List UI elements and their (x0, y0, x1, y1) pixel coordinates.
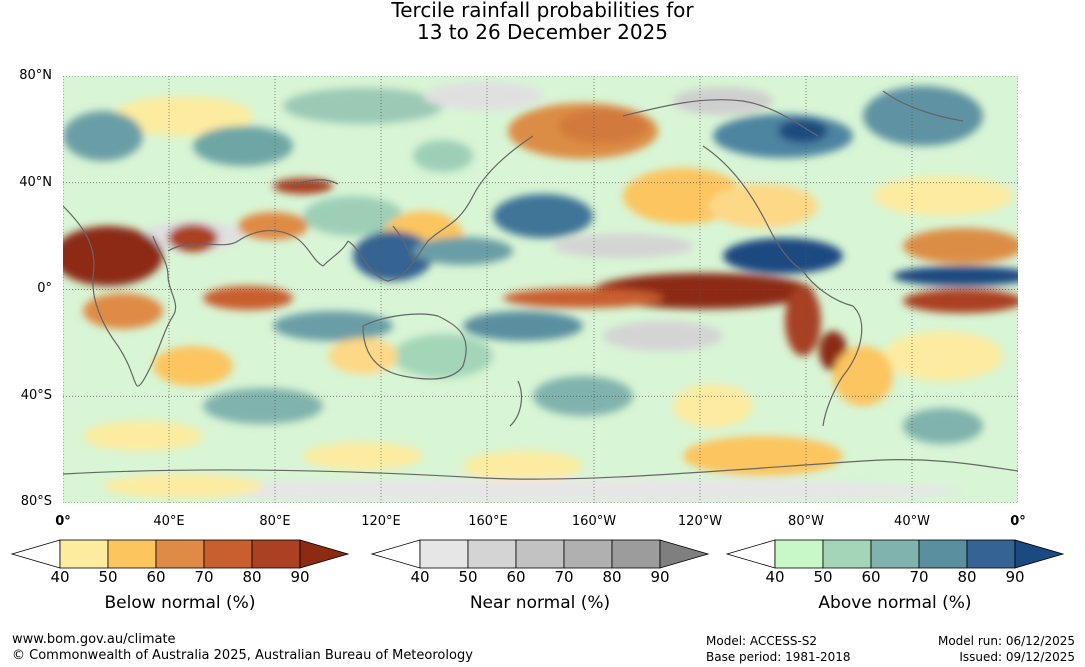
probability-field (63, 82, 1018, 503)
below-normal-colorbar (10, 539, 350, 569)
colorbar-tick-label: 40 (410, 568, 430, 586)
colorbar-segment (870, 539, 920, 569)
near-normal-label: Near normal (%) (469, 593, 611, 613)
lon-label-80e: 80°E (259, 514, 291, 529)
colorbar-segment (966, 539, 1016, 569)
colorbar-tick-label: 60 (146, 568, 166, 586)
colorbar-tick-label: 50 (813, 568, 833, 586)
colorbar-tick-label: 70 (909, 568, 929, 586)
lon-label-40e: 40°E (153, 514, 185, 529)
above-normal-label: Above normal (%) (818, 593, 972, 613)
below-normal-label: Below normal (%) (104, 593, 256, 613)
colorbar-tick-label: 80 (242, 568, 262, 586)
lat-label-80n: 80°N (19, 68, 52, 83)
colorbar-segment (563, 539, 613, 569)
lon-label-120w: 120°W (677, 514, 723, 529)
lat-label-40s: 40°S (20, 388, 52, 403)
colorbar-extend-high (299, 539, 350, 569)
colorbar-segment (251, 539, 301, 569)
colorbar-tick-label: 60 (506, 568, 526, 586)
colorbar-segment (611, 539, 661, 569)
colorbar-tick-label: 50 (98, 568, 118, 586)
lon-label-160w: 160°W (571, 514, 617, 529)
lon-label-0-end: 0° (1010, 514, 1026, 529)
colorbar-extend-low (10, 539, 61, 569)
colorbar-tick-label: 90 (290, 568, 310, 586)
colorbar-tick-label: 50 (458, 568, 478, 586)
website-text: www.bom.gov.au/climate (12, 632, 176, 647)
rainfall-probability-map (63, 76, 1018, 503)
colorbar-tick-label: 70 (194, 568, 214, 586)
colorbar-tick-label: 70 (554, 568, 574, 586)
colorbar-segment (467, 539, 517, 569)
colorbar-segment (515, 539, 565, 569)
colorbar-extend-low (370, 539, 421, 569)
colorbar-tick-label: 40 (765, 568, 785, 586)
colorbar-extend-high (1014, 539, 1065, 569)
lat-label-0: 0° (37, 281, 52, 296)
lon-label-40w: 40°W (894, 514, 930, 529)
colorbar-segment (918, 539, 968, 569)
colorbar-tick-label: 40 (50, 568, 70, 586)
colorbar-tick-label: 90 (650, 568, 670, 586)
colorbar-tick-label: 90 (1005, 568, 1025, 586)
lon-label-0: 0° (55, 514, 71, 529)
model-run-text: Model run: 06/12/2025 (937, 634, 1075, 648)
copyright-text: © Commonwealth of Australia 2025, Austra… (12, 648, 473, 663)
map-title-line1: Tercile rainfall probabilities for (391, 0, 694, 22)
colorbar-segment (419, 539, 469, 569)
lon-label-80w: 80°W (788, 514, 824, 529)
colorbar-tick-label: 80 (602, 568, 622, 586)
colorbar-extend-high (659, 539, 710, 569)
lon-label-120e: 120°E (361, 514, 401, 529)
lat-label-80s: 80°S (20, 494, 52, 509)
colorbar-segment (774, 539, 824, 569)
colorbar-extend-low (725, 539, 776, 569)
graticule (63, 76, 1018, 503)
colorbar-segment (59, 539, 109, 569)
above-normal-colorbar (725, 539, 1065, 569)
colorbar-tick-label: 80 (957, 568, 977, 586)
near-normal-colorbar (370, 539, 710, 569)
colorbar-segment (822, 539, 872, 569)
issued-text: Issued: 09/12/2025 (959, 650, 1075, 664)
colorbar-tick-label: 60 (861, 568, 881, 586)
colorbar-segment (107, 539, 157, 569)
model-text: Model: ACCESS-S2 (706, 634, 818, 648)
lon-label-160e: 160°E (468, 514, 508, 529)
coastlines (63, 90, 1018, 480)
map-title-line2: 13 to 26 December 2025 (416, 20, 668, 44)
colorbar-segment (203, 539, 253, 569)
colorbar-segment (155, 539, 205, 569)
lat-label-40n: 40°N (19, 175, 52, 190)
base-period-text: Base period: 1981-2018 (706, 650, 851, 664)
